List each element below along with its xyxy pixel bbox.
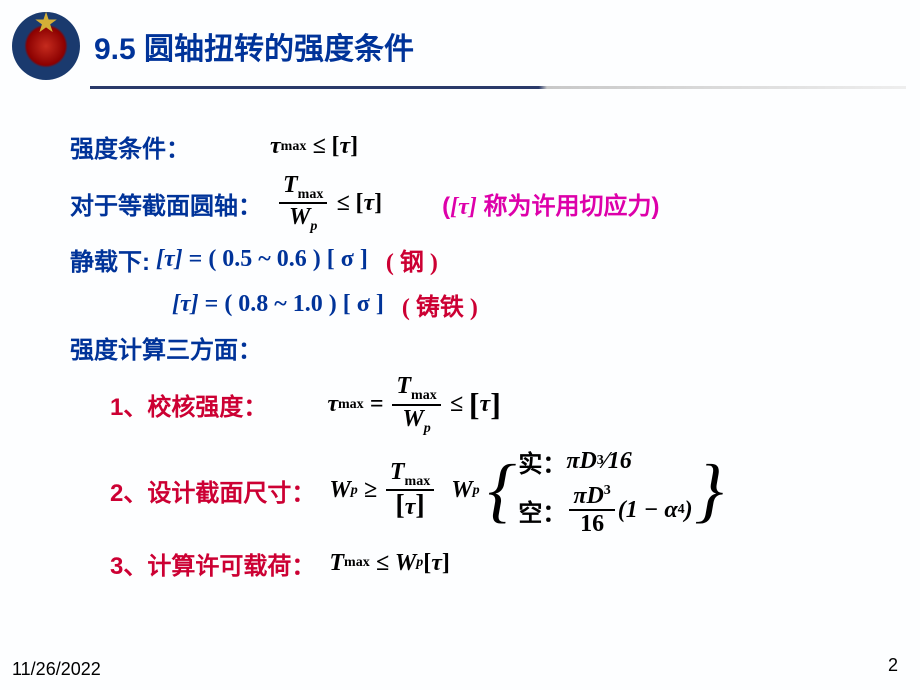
case-solid: 实： πD3⁄16 — [518, 444, 692, 479]
item2-label: 2、设计截面尺寸： — [110, 473, 315, 508]
row-item1: 1、校核强度： τmax = Tmax Wp ≤ [τ] — [70, 373, 880, 435]
label-uniform: 对于等截面圆轴： — [70, 186, 262, 221]
label-condition: 强度条件： — [70, 129, 190, 164]
row-item2: 2、设计截面尺寸： Wp ≥ Tmax [τ] Wp { 实： πD3⁄16 空… — [70, 444, 880, 538]
row-item3: 3、计算许可载荷： Tmax ≤ Wp[τ] — [70, 546, 880, 581]
static-steel: [τ] = ( 0.5 ~ 0.6 ) [ σ ] — [156, 246, 368, 273]
allowable-note: ([τ] 称为许用切应力) — [442, 186, 659, 221]
page-title: 9.5 圆轴扭转的强度条件 — [94, 24, 414, 68]
label-static: 静载下: — [70, 242, 150, 277]
label-three: 强度计算三方面： — [70, 330, 262, 365]
row-three-aspects: 强度计算三方面： — [70, 330, 880, 365]
case-hollow: 空： πD3 16 (1 − α4) — [518, 483, 692, 538]
formula-tau-max: τmax ≤ [τ] — [270, 133, 358, 160]
brace-cases: { 实： πD3⁄16 空： πD3 16 (1 − α4) } — [486, 444, 726, 538]
slide-content: 强度条件： τmax ≤ [τ] 对于等截面圆轴： Tmax Wp ≤ [τ] … — [0, 89, 920, 581]
formula-design: Wp ≥ Tmax [τ] — [329, 459, 437, 522]
item1-label: 1、校核强度： — [110, 387, 267, 422]
footer-date: 11/26/2022 — [12, 659, 101, 680]
wp-symbol: Wp — [451, 477, 479, 504]
formula-check: τmax = Tmax Wp ≤ [τ] — [327, 373, 501, 435]
material-iron: ( 铸铁 ) — [402, 287, 478, 322]
formula-load: Tmax ≤ Wp[τ] — [329, 550, 450, 577]
item3-label: 3、计算许可载荷： — [110, 546, 315, 581]
row-static-iron: [τ] = ( 0.8 ~ 1.0 ) [ σ ] ( 铸铁 ) — [70, 287, 880, 322]
row-strength-condition: 强度条件： τmax ≤ [τ] — [70, 129, 880, 164]
logo-emblem — [12, 12, 80, 80]
header: 9.5 圆轴扭转的强度条件 — [0, 0, 920, 80]
footer-page: 2 — [888, 655, 898, 676]
formula-uniform: Tmax Wp ≤ [τ] — [276, 172, 382, 234]
material-steel: ( 钢 ) — [386, 242, 438, 277]
row-static-steel: 静载下: [τ] = ( 0.5 ~ 0.6 ) [ σ ] ( 钢 ) — [70, 242, 880, 277]
static-iron: [τ] = ( 0.8 ~ 1.0 ) [ σ ] — [172, 291, 384, 318]
row-uniform-section: 对于等截面圆轴： Tmax Wp ≤ [τ] ([τ] 称为许用切应力) — [70, 172, 880, 234]
